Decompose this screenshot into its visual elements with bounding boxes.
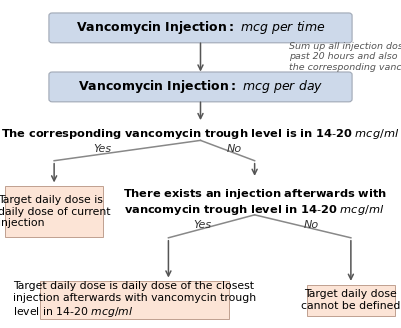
FancyBboxPatch shape bbox=[307, 284, 395, 316]
Text: No: No bbox=[227, 144, 242, 154]
FancyBboxPatch shape bbox=[40, 281, 229, 319]
Text: No: No bbox=[303, 220, 318, 230]
Text: Target daily dose
cannot be defined: Target daily dose cannot be defined bbox=[301, 289, 401, 311]
Text: Sum up all injection doses (incl. this time) in
past 20 hours and also within 30: Sum up all injection doses (incl. this t… bbox=[289, 42, 401, 72]
Text: Yes: Yes bbox=[193, 220, 212, 230]
FancyBboxPatch shape bbox=[5, 186, 103, 237]
Text: $\mathbf{There\ exists\ an\ injection\ afterwards\ with}$
$\mathbf{vancomycin\ t: $\mathbf{There\ exists\ an\ injection\ a… bbox=[123, 187, 387, 217]
Text: $\mathbf{The\ corresponding\ vancomycin\ trough\ level\ is\ in\ 14\text{-}20\ }$: $\mathbf{The\ corresponding\ vancomycin\… bbox=[1, 128, 400, 141]
Text: Target daily dose is daily dose of the closest
injection afterwards with vancomy: Target daily dose is daily dose of the c… bbox=[13, 281, 256, 319]
Text: Target daily dose is
daily dose of current
injection: Target daily dose is daily dose of curre… bbox=[0, 195, 110, 228]
Text: Yes: Yes bbox=[93, 144, 111, 154]
FancyBboxPatch shape bbox=[49, 13, 352, 43]
Text: $\mathbf{Vancomycin\ Injection:\ }$$\mathbf{\mathit{mcg\ per\ day}}$: $\mathbf{Vancomycin\ Injection:\ }$$\mat… bbox=[78, 78, 323, 95]
Text: $\mathbf{Vancomycin\ Injection:\ }$$\mathbf{\mathit{mcg\ per\ time}}$: $\mathbf{Vancomycin\ Injection:\ }$$\mat… bbox=[76, 19, 325, 36]
FancyBboxPatch shape bbox=[49, 72, 352, 102]
